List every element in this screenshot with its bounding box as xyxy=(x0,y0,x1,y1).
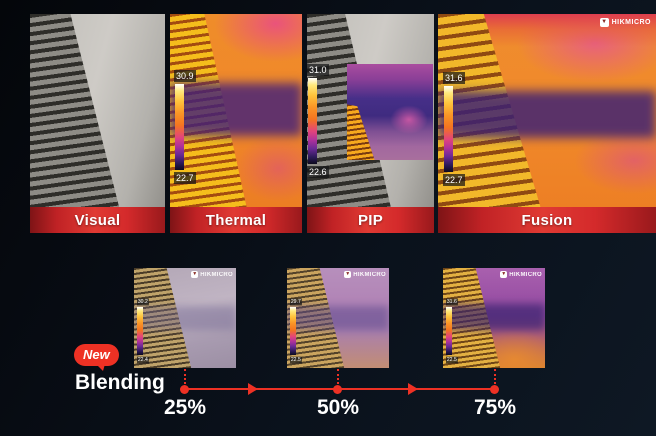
temp-min-badge: 22.5 xyxy=(446,356,458,364)
temp-max-badge: 31.6 xyxy=(443,72,465,84)
palette-colorbar xyxy=(290,307,296,355)
staircase-graphic xyxy=(30,14,120,207)
temperature-scale: 31.6 22.7 xyxy=(443,72,465,186)
mode-label-text: Visual xyxy=(74,211,121,229)
hikmicro-wordmark: HIKMICRO xyxy=(611,19,651,26)
cool-zone-graphic xyxy=(134,306,236,330)
cool-zone-graphic xyxy=(443,304,545,330)
temp-min-badge: 22.7 xyxy=(443,174,465,186)
temp-min-badge: 22.6 xyxy=(307,166,329,178)
temperature-scale: 31.6 22.5 xyxy=(446,298,460,364)
blend-percent-50: 50% xyxy=(316,396,360,419)
palette-colorbar xyxy=(137,307,143,355)
mode-tab-thermal[interactable]: Thermal xyxy=(170,207,302,233)
blend-percent-25: 25% xyxy=(163,396,207,419)
temperature-scale: 31.0 22.6 xyxy=(307,64,329,178)
thermal-image: 30.9 22.7 xyxy=(170,14,302,207)
timeline-connector xyxy=(337,369,339,388)
cool-zone-graphic xyxy=(170,83,302,136)
temp-max-badge: 31.0 xyxy=(307,64,329,76)
arrow-right-icon xyxy=(248,383,258,395)
new-badge-text: New xyxy=(83,347,110,362)
temp-max-badge: 29.7 xyxy=(290,298,302,306)
timeline-dot-25 xyxy=(180,385,189,394)
palette-colorbar xyxy=(446,307,452,355)
temp-min-badge: 22.7 xyxy=(174,172,196,184)
temperature-scale: 30.2 22.4 xyxy=(137,298,151,364)
mode-tab-fusion[interactable]: Fusion xyxy=(438,207,656,233)
mode-tab-pip[interactable]: PIP xyxy=(307,207,434,233)
panel-pip: 31.0 22.6 PIP xyxy=(307,14,434,233)
temp-min-badge: 22.5 xyxy=(290,356,302,364)
mode-label-text: Thermal xyxy=(205,211,267,229)
hikmicro-icon: ▼ xyxy=(599,18,609,27)
timeline-connector xyxy=(184,369,186,388)
blend-image-75: 31.6 22.5 ▼ HIKMICRO xyxy=(443,268,545,368)
blend-image-25: 30.2 22.4 ▼ HIKMICRO xyxy=(134,268,236,368)
mode-tab-visual[interactable]: Visual xyxy=(30,207,165,233)
arrow-right-icon xyxy=(408,383,418,395)
cool-zone-graphic xyxy=(287,306,389,330)
mode-label-text: PIP xyxy=(357,211,384,229)
timeline-dot-75 xyxy=(490,385,499,394)
fusion-image: 31.6 22.7 ▼ HIKMICRO xyxy=(438,14,656,207)
panel-visual: Visual xyxy=(30,14,165,233)
hikmicro-wordmark: HIKMICRO xyxy=(509,271,542,278)
palette-colorbar xyxy=(308,78,317,164)
hikmicro-logo: ▼ HIKMICRO xyxy=(344,271,386,278)
temperature-scale: 30.9 22.7 xyxy=(174,70,196,184)
temp-max-badge: 30.2 xyxy=(137,298,149,306)
palette-colorbar xyxy=(444,86,453,172)
staircase-graphic xyxy=(347,104,375,160)
hikmicro-logo: ▼ HIKMICRO xyxy=(500,271,542,278)
mode-label-text: Fusion xyxy=(521,211,573,229)
hikmicro-wordmark: HIKMICRO xyxy=(200,271,233,278)
hikmicro-logo: ▼ HIKMICRO xyxy=(599,18,651,27)
new-badge: New xyxy=(74,344,119,371)
timeline-dot-50 xyxy=(333,385,342,394)
blending-title: Blending xyxy=(75,371,165,394)
pip-image: 31.0 22.6 xyxy=(307,14,434,207)
timeline-connector xyxy=(494,369,496,388)
temp-max-badge: 31.6 xyxy=(446,298,458,306)
blend-percent-75: 75% xyxy=(473,396,517,419)
temp-min-badge: 22.4 xyxy=(137,356,149,364)
hikmicro-icon: ▼ xyxy=(500,271,508,278)
visual-image xyxy=(30,14,165,207)
panel-thermal: 30.9 22.7 Thermal xyxy=(170,14,302,233)
hikmicro-wordmark: HIKMICRO xyxy=(353,271,386,278)
palette-colorbar xyxy=(175,84,184,170)
hikmicro-logo: ▼ HIKMICRO xyxy=(191,271,233,278)
blend-image-50: 29.7 22.5 ▼ HIKMICRO xyxy=(287,268,389,368)
pip-thermal-inset xyxy=(347,64,433,160)
hikmicro-icon: ▼ xyxy=(191,271,199,278)
temp-max-badge: 30.9 xyxy=(174,70,196,82)
temperature-scale: 29.7 22.5 xyxy=(290,298,304,364)
hikmicro-icon: ▼ xyxy=(344,271,352,278)
panel-fusion: 31.6 22.7 ▼ HIKMICRO Fusion xyxy=(438,14,656,233)
cool-zone-graphic xyxy=(438,91,656,138)
